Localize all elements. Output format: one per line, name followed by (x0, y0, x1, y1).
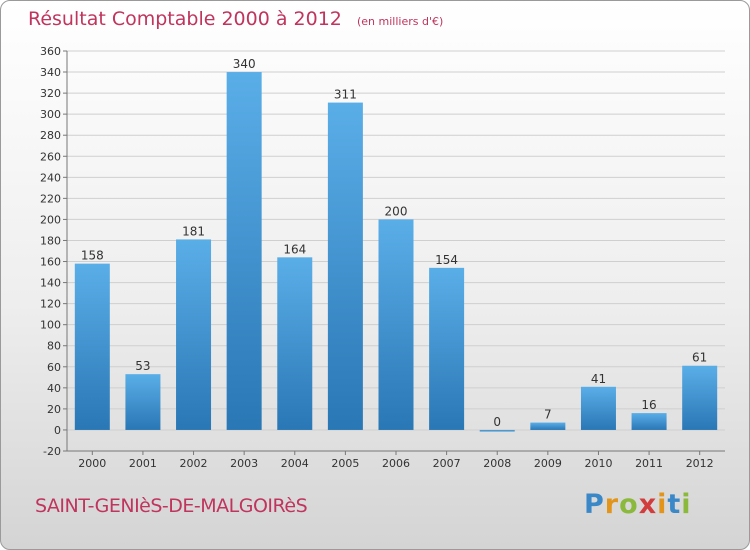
x-tick-label: 2006 (382, 457, 410, 470)
y-tick-label: 240 (40, 171, 61, 184)
bar (530, 422, 566, 430)
bar (631, 413, 667, 430)
x-tick-label: 2007 (433, 457, 461, 470)
y-tick-label: 340 (40, 66, 61, 79)
data-label: 61 (692, 351, 707, 365)
y-tick-label: 60 (47, 361, 61, 374)
bar (327, 102, 363, 430)
data-label: 340 (233, 57, 256, 71)
chart-title-main: Résultat Comptable 2000 à 2012 (28, 8, 342, 30)
y-tick-label: 220 (40, 192, 61, 205)
data-label: 16 (641, 398, 656, 412)
x-tick-label: 2009 (534, 457, 562, 470)
y-tick-label: 160 (40, 256, 61, 269)
y-tick-label: 180 (40, 234, 61, 247)
y-tick-label: 20 (47, 403, 61, 416)
chart-subtitle: (en milliers d'€) (356, 15, 444, 28)
y-tick-label: 320 (40, 87, 61, 100)
x-tick-label: 2005 (331, 457, 359, 470)
x-tick-label: 2000 (78, 457, 106, 470)
y-tick-label: 80 (47, 340, 61, 353)
bar (378, 219, 414, 430)
y-tick-label: -20 (43, 445, 61, 458)
bar (74, 263, 110, 430)
data-label: 41 (591, 372, 606, 386)
proxiti-logo: Proxiti (584, 489, 692, 520)
bar (226, 72, 262, 430)
data-label: 181 (182, 224, 205, 238)
x-tick-label: 2012 (686, 457, 714, 470)
bar (429, 267, 465, 430)
data-label: 53 (135, 359, 150, 373)
data-label: 311 (334, 88, 357, 102)
data-label: 158 (81, 249, 104, 263)
y-tick-label: 100 (40, 319, 61, 332)
y-tick-label: 280 (40, 129, 61, 142)
x-tick-label: 2001 (129, 457, 157, 470)
y-tick-label: 360 (40, 45, 61, 58)
y-tick-label: 120 (40, 298, 61, 311)
x-tick-label: 2004 (281, 457, 309, 470)
chart-title: Résultat Comptable 2000 à 2012 (en milli… (28, 8, 443, 30)
y-tick-label: 200 (40, 213, 61, 226)
bar (176, 239, 212, 430)
y-tick-label: 40 (47, 382, 61, 395)
x-tick-label: 2010 (584, 457, 612, 470)
bar (479, 429, 515, 432)
bar (277, 257, 313, 430)
y-tick-label: 300 (40, 108, 61, 121)
x-tick-label: 2008 (483, 457, 511, 470)
bar (125, 374, 161, 430)
y-tick-label: 140 (40, 277, 61, 290)
x-tick-label: 2002 (180, 457, 208, 470)
data-label: 0 (493, 415, 501, 429)
bar (580, 386, 616, 430)
data-label: 164 (283, 242, 306, 256)
x-tick-label: 2011 (635, 457, 663, 470)
x-tick-label: 2003 (230, 457, 258, 470)
bar (682, 365, 718, 430)
data-label: 154 (435, 253, 458, 267)
data-label: 7 (544, 408, 552, 422)
y-tick-label: 260 (40, 150, 61, 163)
commune-name: SAINT-GENIèS-DE-MALGOIRèS (35, 495, 308, 517)
data-label: 200 (385, 204, 408, 218)
y-tick-label: 0 (54, 424, 61, 437)
